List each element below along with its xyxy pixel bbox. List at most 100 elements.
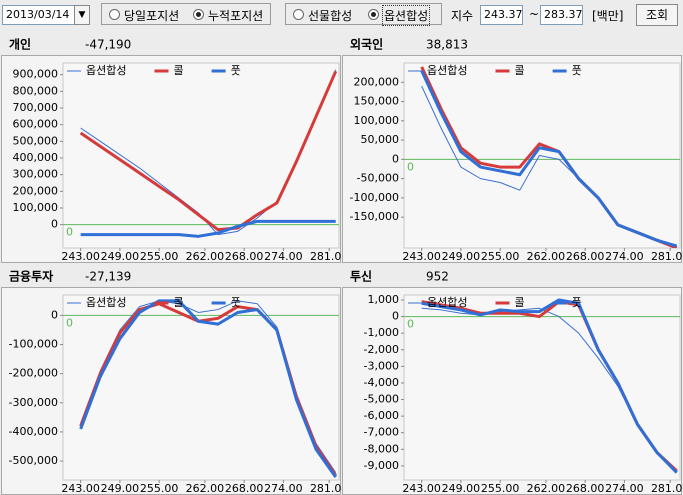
search-button[interactable]: 조회: [636, 4, 678, 26]
legend-label: 콜: [514, 64, 524, 77]
y-tick-label: 500,000: [13, 134, 59, 147]
panel-total: -47,190: [85, 38, 131, 52]
y-tick-label: 700,000: [13, 101, 59, 114]
x-tick-label: 255.00: [481, 482, 520, 495]
x-tick-label: 249.00: [442, 250, 481, 263]
x-tick-label: 255.00: [140, 482, 179, 495]
y-tick-label: -150,000: [350, 210, 399, 223]
y-tick-label: 200,000: [354, 75, 400, 88]
date-input[interactable]: 2013/03/14: [2, 5, 76, 25]
series-line: [79, 70, 338, 232]
zero-label: 0: [66, 316, 73, 329]
y-tick-label: 600,000: [13, 118, 59, 131]
y-tick-label: -50,000: [357, 172, 399, 185]
zero-label: 0: [407, 318, 414, 331]
y-tick-label: 1,000: [368, 293, 400, 306]
y-tick-label: -9,000: [364, 459, 399, 472]
x-tick-label: 281.00: [651, 482, 683, 495]
x-tick-label: 268.00: [225, 482, 264, 495]
y-tick-label: 0: [51, 218, 58, 231]
x-tick-label: 262.00: [527, 482, 566, 495]
legend-label: 옵션합성: [427, 64, 467, 77]
legend-label: 풋: [231, 64, 241, 77]
panel-title: 개인: [9, 37, 31, 52]
radio-label[interactable]: 선물합성: [308, 9, 353, 23]
y-tick-label: -6,000: [364, 409, 399, 422]
y-tick-label: 0: [51, 308, 58, 321]
y-tick-label: -4,000: [364, 376, 399, 389]
y-tick-label: -200,000: [9, 367, 58, 380]
x-tick-label: 262.00: [527, 250, 566, 263]
radio[interactable]: [368, 9, 379, 20]
x-tick-label: 281.00: [651, 250, 683, 263]
y-tick-label: 0: [392, 310, 399, 323]
y-tick-label: -3,000: [364, 359, 399, 372]
x-tick-label: 249.00: [101, 250, 140, 263]
series-line: [420, 70, 678, 248]
panel-title: 금융투자: [9, 269, 53, 284]
chart-panel: 금융투자 -27,139 0 -100,000 -200,000 -300,000 -400…: [1, 265, 349, 495]
legend-label: 콜: [173, 296, 183, 309]
panel-title: 투신: [350, 269, 372, 284]
plot-lines: 0: [63, 69, 339, 239]
zero-label: 0: [407, 160, 414, 173]
x-tick-label: 255.00: [481, 250, 520, 263]
radio[interactable]: [109, 9, 120, 20]
panel-title: 외국인: [350, 37, 383, 52]
synth-group: [285, 3, 442, 25]
x-tick-label: 268.00: [566, 250, 605, 263]
index-from: 243.37: [484, 8, 523, 21]
plot-area: [403, 294, 681, 481]
chart-panel: 개인 -47,190 0 100,000 200,000 300,000 400,000 50…: [1, 33, 341, 263]
x-tick-label: 268.00: [225, 250, 264, 263]
x-tick-label: 274.00: [264, 482, 303, 495]
series-line: [421, 298, 678, 474]
x-tick-label: 268.00: [566, 482, 605, 495]
position-group: [101, 3, 271, 25]
legend-label: 풋: [231, 296, 241, 309]
legend-label: 풋: [572, 64, 582, 77]
radio[interactable]: [293, 9, 304, 20]
chart-panel: 투신 952 1,000 0 -1,000 -2,000 -3,000 -4,000 -5,00…: [342, 265, 683, 495]
y-tick-label: -1,000: [364, 326, 399, 339]
y-tick-label: -5,000: [364, 393, 399, 406]
x-tick-label: 262.00: [186, 250, 225, 263]
index-from-input[interactable]: 243.37: [480, 5, 523, 25]
radio[interactable]: [193, 9, 204, 20]
series-line: [80, 219, 336, 238]
radio-label[interactable]: 누적포지션: [208, 9, 264, 23]
x-tick-label: 249.00: [101, 482, 140, 495]
x-tick-label: 255.00: [140, 250, 179, 263]
legend-label: 옵션합성: [86, 296, 126, 309]
date-dropdown[interactable]: ▼: [74, 5, 90, 25]
y-tick-label: -300,000: [9, 396, 58, 409]
y-tick-label: 800,000: [13, 84, 59, 97]
x-tick-label: 243.00: [61, 250, 100, 263]
y-tick-label: 100,000: [13, 201, 59, 214]
y-tick-label: -100,000: [350, 191, 399, 204]
x-tick-label: 243.00: [402, 250, 441, 263]
x-tick-label: 243.00: [402, 482, 441, 495]
y-tick-label: 50,000: [361, 133, 400, 146]
x-tick-label: 281.00: [310, 482, 349, 495]
panel-total: -27,139: [85, 270, 131, 284]
x-tick-label: 262.00: [186, 482, 225, 495]
y-tick-label: 100,000: [354, 114, 400, 127]
plot-lines: 0: [404, 298, 680, 474]
y-tick-label: 900,000: [13, 68, 59, 81]
legend-label: 옵션합성: [427, 296, 467, 309]
plot-area: [403, 62, 681, 249]
x-tick-label: 274.00: [605, 482, 644, 495]
y-tick-label: -7,000: [364, 426, 399, 439]
y-tick-label: 150,000: [354, 95, 400, 108]
y-tick-label: -2,000: [364, 343, 399, 356]
radio-label[interactable]: 옵션합성: [382, 5, 431, 26]
y-tick-label: 300,000: [13, 168, 59, 181]
index-to-input[interactable]: 283.37: [540, 5, 583, 25]
radio-label[interactable]: 당일포지션: [124, 9, 180, 23]
x-tick-label: 243.00: [61, 482, 100, 495]
plot-lines: 0: [404, 66, 680, 248]
x-tick-label: 274.00: [605, 250, 644, 263]
y-tick-label: 400,000: [13, 151, 59, 164]
